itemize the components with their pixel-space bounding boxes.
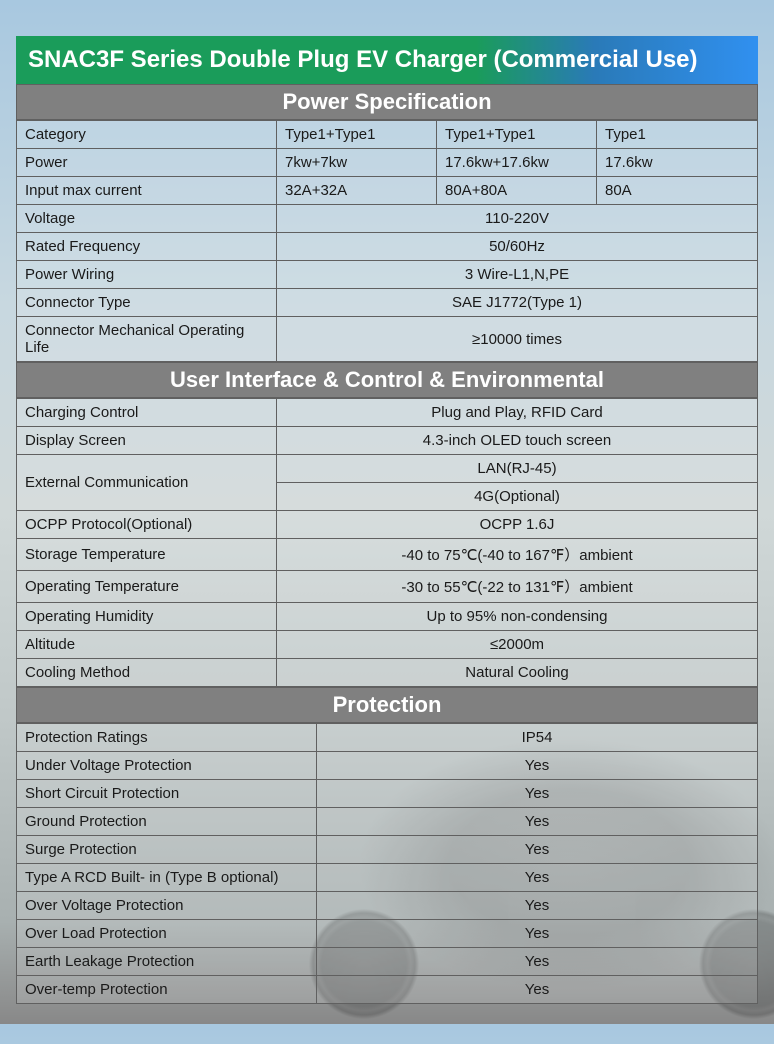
cell-value: Yes [317,864,758,892]
cell-value: 110-220V [277,205,758,233]
cell-label: Cooling Method [17,659,277,687]
table-row: Over Voltage ProtectionYes [17,892,758,920]
cell-label: Voltage [17,205,277,233]
table-row: Charging Control Plug and Play, RFID Car… [17,399,758,427]
cell-label: Connector Type [17,289,277,317]
cell-value: SAE J1772(Type 1) [277,289,758,317]
cell-label: Over Load Protection [17,920,317,948]
cell-label: Storage Temperature [17,539,277,571]
cell-value: Type1 [597,121,758,149]
cell-value: 17.6kw+17.6kw [437,149,597,177]
cell-label: Category [17,121,277,149]
cell-value: 7kw+7kw [277,149,437,177]
cell-label: Over Voltage Protection [17,892,317,920]
table-row: Under Voltage ProtectionYes [17,752,758,780]
cell-value: Yes [317,836,758,864]
table-row: Earth Leakage ProtectionYes [17,948,758,976]
ui-env-table: Charging Control Plug and Play, RFID Car… [16,398,758,687]
cell-label: Input max current [17,177,277,205]
table-row: Ground ProtectionYes [17,808,758,836]
table-row: Short Circuit ProtectionYes [17,780,758,808]
cell-label: External Communication [17,455,277,511]
cell-label: Ground Protection [17,808,317,836]
table-row: Rated Frequency 50/60Hz [17,233,758,261]
section-header-protection: Protection [16,687,758,723]
table-row: Operating Humidity Up to 95% non-condens… [17,603,758,631]
cell-value: Natural Cooling [277,659,758,687]
cell-label: Operating Humidity [17,603,277,631]
cell-value: 80A+80A [437,177,597,205]
cell-value: Yes [317,976,758,1004]
table-row: Over Load ProtectionYes [17,920,758,948]
cell-label: Protection Ratings [17,724,317,752]
cell-value: Type1+Type1 [277,121,437,149]
cell-value: Yes [317,948,758,976]
cell-value: 50/60Hz [277,233,758,261]
table-row: OCPP Protocol(Optional) OCPP 1.6J [17,511,758,539]
cell-value: -40 to 75℃(-40 to 167℉）ambient [277,539,758,571]
table-row: Over-temp ProtectionYes [17,976,758,1004]
cell-value: Type1+Type1 [437,121,597,149]
cell-value: ≥10000 times [277,317,758,362]
cell-value: IP54 [317,724,758,752]
cell-value: 80A [597,177,758,205]
table-row: Altitude ≤2000m [17,631,758,659]
cell-label: Power Wiring [17,261,277,289]
table-row: Connector Type SAE J1772(Type 1) [17,289,758,317]
cell-label: Connector Mechanical Operating Life [17,317,277,362]
cell-value: LAN(RJ-45) [277,455,758,483]
cell-label: Display Screen [17,427,277,455]
cell-value: ≤2000m [277,631,758,659]
section-header-power: Power Specification [16,84,758,120]
cell-value: Yes [317,752,758,780]
cell-value: 32A+32A [277,177,437,205]
cell-label: Power [17,149,277,177]
cell-value: Yes [317,892,758,920]
table-row: Category Type1+Type1 Type1+Type1 Type1 [17,121,758,149]
protection-table: Protection RatingsIP54 Under Voltage Pro… [16,723,758,1004]
cell-value: 4G(Optional) [277,483,758,511]
cell-label: Operating Temperature [17,571,277,603]
table-row: Type A RCD Built- in (Type B optional)Ye… [17,864,758,892]
table-row: Input max current 32A+32A 80A+80A 80A [17,177,758,205]
cell-value: 3 Wire-L1,N,PE [277,261,758,289]
cell-label: Type A RCD Built- in (Type B optional) [17,864,317,892]
cell-label: OCPP Protocol(Optional) [17,511,277,539]
cell-label: Surge Protection [17,836,317,864]
table-row: Cooling Method Natural Cooling [17,659,758,687]
spec-sheet: SNAC3F Series Double Plug EV Charger (Co… [0,0,774,1014]
cell-value: Up to 95% non-condensing [277,603,758,631]
cell-label: Earth Leakage Protection [17,948,317,976]
table-row: Storage Temperature -40 to 75℃(-40 to 16… [17,539,758,571]
cell-label: Short Circuit Protection [17,780,317,808]
cell-label: Rated Frequency [17,233,277,261]
table-row: Connector Mechanical Operating Life ≥100… [17,317,758,362]
section-header-ui: User Interface & Control & Environmental [16,362,758,398]
cell-value: Plug and Play, RFID Card [277,399,758,427]
power-spec-table: Category Type1+Type1 Type1+Type1 Type1 P… [16,120,758,362]
cell-value: -30 to 55℃(-22 to 131℉）ambient [277,571,758,603]
cell-label: Over-temp Protection [17,976,317,1004]
table-row: Operating Temperature -30 to 55℃(-22 to … [17,571,758,603]
cell-value: Yes [317,808,758,836]
page-title: SNAC3F Series Double Plug EV Charger (Co… [16,36,758,84]
cell-value: Yes [317,780,758,808]
cell-label: Altitude [17,631,277,659]
table-row: External Communication LAN(RJ-45) [17,455,758,483]
table-row: Display Screen 4.3-inch OLED touch scree… [17,427,758,455]
table-row: Power 7kw+7kw 17.6kw+17.6kw 17.6kw [17,149,758,177]
cell-label: Charging Control [17,399,277,427]
table-row: Surge ProtectionYes [17,836,758,864]
table-row: Power Wiring 3 Wire-L1,N,PE [17,261,758,289]
cell-value: Yes [317,920,758,948]
cell-label: Under Voltage Protection [17,752,317,780]
cell-value: 17.6kw [597,149,758,177]
cell-value: OCPP 1.6J [277,511,758,539]
table-row: Protection RatingsIP54 [17,724,758,752]
cell-value: 4.3-inch OLED touch screen [277,427,758,455]
table-row: Voltage 110-220V [17,205,758,233]
